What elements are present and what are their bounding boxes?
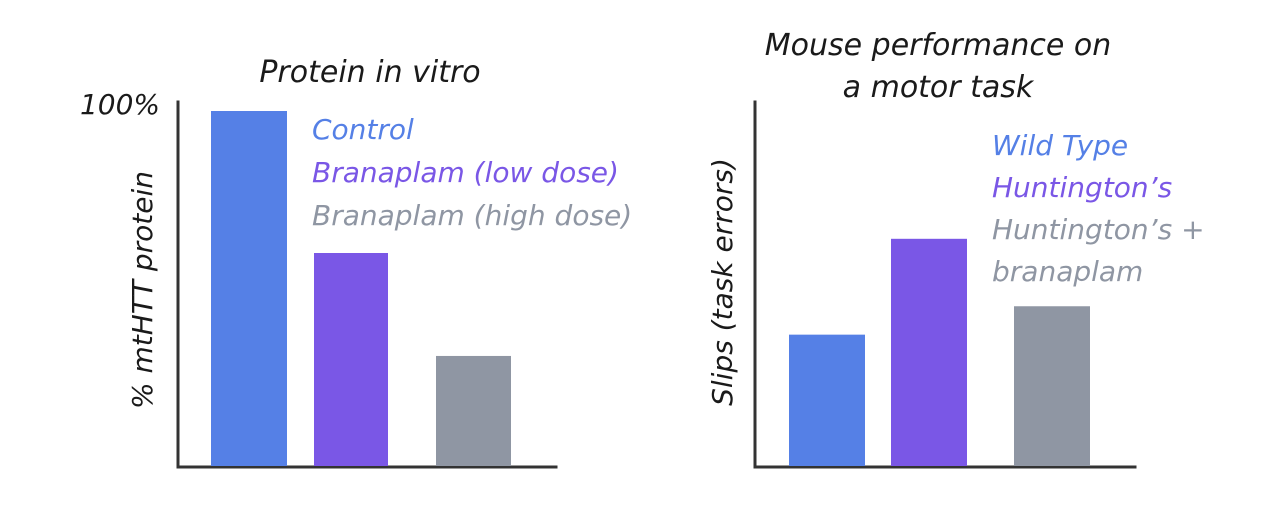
legend-entry-3-line-1: Huntington’s + xyxy=(992,213,1205,246)
chart-mouse-performance: Mouse performance on a motor task Slips … xyxy=(706,28,1205,469)
bar-group xyxy=(211,111,511,466)
bar-huntington-s xyxy=(891,238,967,466)
y-axis-label: Slips (task errors) xyxy=(706,158,739,406)
legend-entry-3: Branaplam (high dose) xyxy=(312,199,632,232)
y-axis-label: % mtHTT protein xyxy=(126,171,159,409)
bar-group xyxy=(789,238,1090,466)
chart-title-line-2: a motor task xyxy=(843,70,1035,105)
bar-branaplam-low-dose xyxy=(314,253,388,466)
y-tick-label-top: 100% xyxy=(80,88,160,121)
chart-axes xyxy=(753,100,1137,469)
chart-title: Protein in vitro xyxy=(259,55,480,90)
legend-entry-3-line-2: branaplam xyxy=(992,255,1143,288)
legend-entry-2: Huntington’s xyxy=(992,171,1172,204)
legend: Control Branaplam (low dose) Branaplam (hi… xyxy=(312,113,632,232)
legend-entry-1: Wild Type xyxy=(992,129,1128,162)
chart-title-line-1: Mouse performance on xyxy=(765,28,1111,63)
legend-entry-1: Control xyxy=(312,113,414,146)
bar-branaplam-high-dose xyxy=(436,355,511,466)
bar-wild-type xyxy=(789,334,865,466)
bar-huntington-s-branaplam xyxy=(1014,306,1090,466)
chart-axes xyxy=(176,100,558,469)
legend: Wild Type Huntington’s Huntington’s + brana… xyxy=(992,129,1205,288)
bar-control xyxy=(211,111,287,466)
legend-entry-2: Branaplam (low dose) xyxy=(312,156,619,189)
chart-protein-in-vitro: Protein in vitro 100% % mtHTT protein Co… xyxy=(80,55,632,469)
